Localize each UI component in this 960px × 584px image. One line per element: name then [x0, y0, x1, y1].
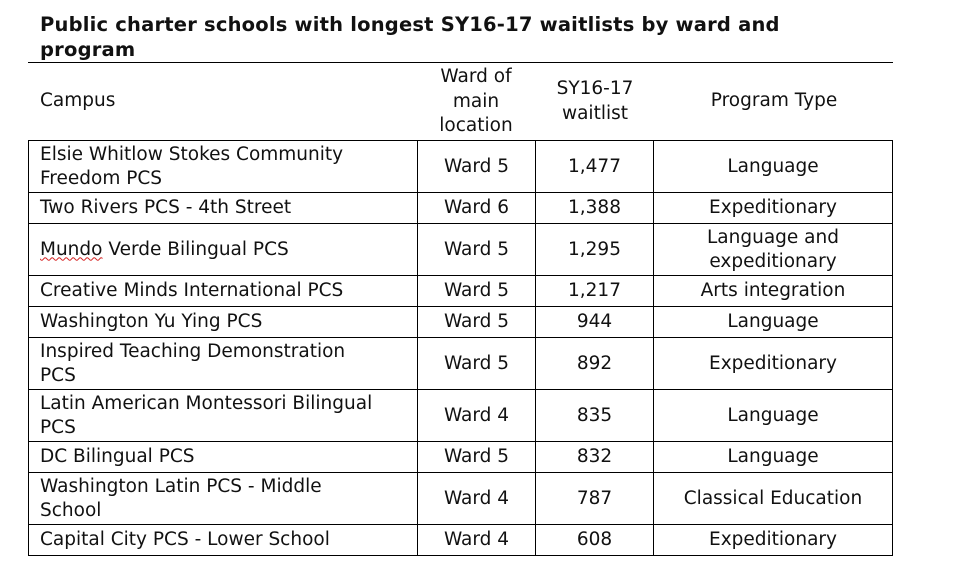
- waitlist-cell: 608: [535, 524, 654, 556]
- spellcheck-underline: Mundo: [40, 238, 103, 260]
- campus-cell-line: DC Bilingual PCS: [40, 446, 195, 467]
- waitlist-cell: 832: [535, 441, 654, 473]
- waitlist-cell: 1,295: [535, 223, 654, 276]
- program-cell-line: Language: [727, 446, 819, 467]
- campus-cell: Capital City PCS - Lower School: [28, 524, 418, 556]
- program-cell: Language: [653, 441, 893, 473]
- program-cell: Language: [653, 306, 893, 338]
- program-cell-line: Language and: [707, 226, 839, 248]
- campus-cell-line: PCS: [40, 416, 76, 438]
- waitlist-table: Elsie Whitlow Stokes Community Freedom PC…: [28, 140, 893, 556]
- header-waitlist-line: SY16-17: [556, 78, 634, 99]
- program-cell-line: Arts integration: [700, 280, 846, 301]
- ward-cell: Ward 5: [417, 306, 536, 338]
- table-row: Capital City PCS - Lower School Ward 4 608…: [28, 524, 893, 556]
- program-cell: Expeditionary: [653, 192, 893, 224]
- campus-cell: DC Bilingual PCS: [28, 441, 418, 473]
- waitlist-cell: 1,217: [535, 275, 654, 307]
- campus-cell: Washington Yu Ying PCS: [28, 306, 418, 338]
- campus-cell: Two Rivers PCS - 4th Street: [28, 192, 418, 224]
- ward-cell: Ward 5: [417, 441, 536, 473]
- table-row: DC Bilingual PCS Ward 5 832 Language: [28, 441, 893, 473]
- program-cell: Expeditionary: [653, 524, 893, 556]
- waitlist-cell: 1,388: [535, 192, 654, 224]
- ward-cell: Ward 4: [417, 472, 536, 525]
- ward-cell: Ward 6: [417, 192, 536, 224]
- header-campus: Campus: [40, 90, 116, 111]
- waitlist-cell: 1,477: [535, 140, 654, 193]
- program-cell: Language: [653, 389, 893, 442]
- program-cell: Arts integration: [653, 275, 893, 307]
- ward-cell: Ward 4: [417, 524, 536, 556]
- program-cell: Language and expeditionary: [653, 223, 893, 276]
- ward-cell: Ward 5: [417, 223, 536, 276]
- program-cell-line: Language: [727, 404, 819, 426]
- program-cell-line: Language: [727, 311, 819, 332]
- campus-cell-line: Creative Minds International PCS: [40, 280, 344, 301]
- header-ward-line: location: [439, 115, 513, 136]
- program-cell-line: Classical Education: [683, 487, 863, 509]
- table-row: Washington Latin PCS - Middle School Ward …: [28, 472, 893, 525]
- header-ward-line: main: [452, 90, 500, 112]
- header-program: Program Type: [710, 90, 838, 111]
- waitlist-cell: 787: [535, 472, 654, 525]
- campus-cell: Washington Latin PCS - Middle School: [28, 472, 418, 525]
- campus-cell-line: School: [40, 499, 102, 521]
- campus-cell-line: Capital City PCS - Lower School: [40, 529, 330, 550]
- campus-cell: Latin American Montessori Bilingual PCS: [28, 389, 418, 442]
- campus-cell-line: Latin American Montessori Bilingual: [40, 392, 373, 414]
- campus-cell-line: Inspired Teaching Demonstration: [40, 340, 346, 362]
- header-waitlist-line: waitlist: [561, 102, 629, 124]
- table-row: Inspired Teaching Demonstration PCS Ward 5…: [28, 337, 893, 390]
- table-row: Creative Minds International PCS Ward 5 1,…: [28, 275, 893, 307]
- ward-cell: Ward 4: [417, 389, 536, 442]
- campus-cell-line: PCS: [40, 364, 76, 386]
- campus-cell-line: Elsie Whitlow Stokes Community: [40, 143, 344, 165]
- campus-cell: Inspired Teaching Demonstration PCS: [28, 337, 418, 390]
- table-row: Mundo Verde Bilingual PCS Ward 5 1,295 Lang…: [28, 223, 893, 276]
- waitlist-cell: 892: [535, 337, 654, 390]
- campus-cell: Creative Minds International PCS: [28, 275, 418, 307]
- waitlist-cell: 835: [535, 389, 654, 442]
- ward-cell: Ward 5: [417, 140, 536, 193]
- header-waitlist: SY16-17 waitlist: [536, 77, 654, 126]
- campus-cell: Elsie Whitlow Stokes Community Freedom PC…: [28, 140, 418, 193]
- campus-cell-line: Mundo Verde Bilingual PCS: [40, 238, 289, 260]
- program-cell-line: Expeditionary: [709, 352, 837, 374]
- campus-cell-line: Two Rivers PCS - 4th Street: [40, 197, 292, 218]
- header-ward: Ward of main location: [418, 65, 534, 139]
- campus-cell-line: Washington Yu Ying PCS: [40, 311, 263, 332]
- table-row: Elsie Whitlow Stokes Community Freedom PC…: [28, 140, 893, 193]
- title-divider: [28, 62, 893, 63]
- campus-cell-line: Washington Latin PCS - Middle: [40, 475, 322, 497]
- header-ward-line: Ward of: [440, 66, 512, 87]
- table-row: Two Rivers PCS - 4th Street Ward 6 1,388 Ex…: [28, 192, 893, 224]
- table-row: Latin American Montessori Bilingual PCS Wa…: [28, 389, 893, 442]
- table-row: Washington Yu Ying PCS Ward 5 944 Language: [28, 306, 893, 338]
- program-cell-line: Language: [727, 155, 819, 177]
- program-cell-line: Expeditionary: [709, 197, 837, 218]
- table-title: Public charter schools with longest SY16…: [40, 13, 780, 61]
- program-cell-line: expeditionary: [709, 250, 837, 272]
- ward-cell: Ward 5: [417, 275, 536, 307]
- program-cell: Expeditionary: [653, 337, 893, 390]
- program-cell-line: Expeditionary: [709, 529, 837, 550]
- campus-cell: Mundo Verde Bilingual PCS: [28, 223, 418, 276]
- program-cell: Classical Education: [653, 472, 893, 525]
- waitlist-cell: 944: [535, 306, 654, 338]
- table-body: Elsie Whitlow Stokes Community Freedom PC…: [28, 140, 893, 556]
- program-cell: Language: [653, 140, 893, 193]
- ward-cell: Ward 5: [417, 337, 536, 390]
- campus-cell-line: Freedom PCS: [40, 167, 163, 189]
